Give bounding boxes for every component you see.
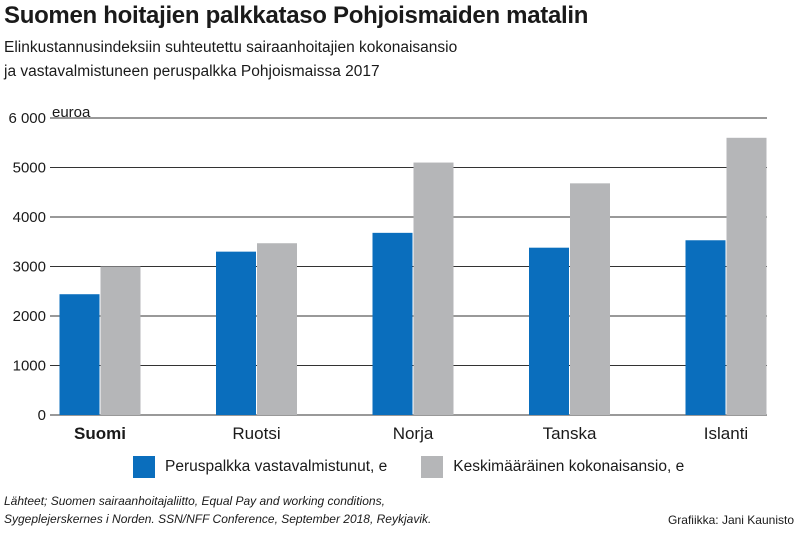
bar-2 [257, 243, 297, 415]
x-tick-label: Suomi [74, 424, 126, 443]
legend-label-series-1: Peruspalkka vastavalmistunut, e [165, 458, 388, 475]
bar-1 [372, 232, 413, 415]
legend: Peruspalkka vastavalmistunut, e Keskimää… [133, 456, 718, 478]
x-tick-label: Norja [393, 424, 434, 443]
y-tick-label: 4000 [13, 209, 46, 226]
y-tick-label: 6 000 [8, 110, 46, 127]
y-axis-unit-label: euroa [52, 104, 91, 121]
subtitle-line-2: ja vastavalmistuneen peruspalkka Pohjois… [4, 63, 380, 80]
bar-1 [685, 240, 726, 415]
y-tick-label: 0 [38, 407, 46, 424]
y-tick-label: 5000 [13, 160, 46, 177]
bars [59, 137, 767, 416]
y-tick-label: 3000 [13, 259, 46, 276]
bar-1 [216, 251, 256, 415]
sources-line-2: Sygeplejerskernes i Norden. SSN/NFF Conf… [4, 512, 432, 526]
x-tick-labels: Suomi Ruotsi Norja Tanska Islanti [74, 424, 748, 443]
legend-item-series-2: Keskimääräinen kokonaisansio, e [421, 456, 684, 478]
legend-label-series-2: Keskimääräinen kokonaisansio, e [453, 458, 685, 475]
bar-2 [413, 162, 454, 415]
legend-swatch-series-2 [421, 456, 444, 478]
chart-subtitle: Elinkustannusindeksiin suhteutettu saira… [4, 36, 457, 84]
bar-2 [570, 183, 610, 415]
bar-2 [726, 137, 767, 416]
x-tick-label: Islanti [704, 424, 748, 443]
sources-note: Lähteet; Suomen sairaanhoitajaliitto, Eq… [4, 492, 431, 528]
graphics-credit: Grafiikka: Jani Kaunisto [667, 513, 794, 527]
x-tick-label: Ruotsi [232, 424, 280, 443]
y-tick-label: 2000 [13, 308, 46, 325]
legend-item-series-1: Peruspalkka vastavalmistunut, e [133, 456, 387, 478]
bar-1 [529, 247, 569, 415]
legend-swatch-series-1 [133, 456, 155, 478]
bar-2 [100, 266, 141, 415]
sources-line-1: Lähteet; Suomen sairaanhoitajaliitto, Eq… [4, 494, 385, 508]
chart-title: Suomen hoitajien palkkataso Pohjoismaide… [4, 2, 589, 29]
y-tick-label: 1000 [13, 358, 46, 375]
y-tick-labels: 0 1000 2000 3000 4000 5000 6 000 [8, 110, 46, 424]
subtitle-line-1: Elinkustannusindeksiin suhteutettu saira… [4, 39, 458, 56]
bar-1 [59, 294, 100, 415]
x-tick-label: Tanska [543, 424, 597, 443]
